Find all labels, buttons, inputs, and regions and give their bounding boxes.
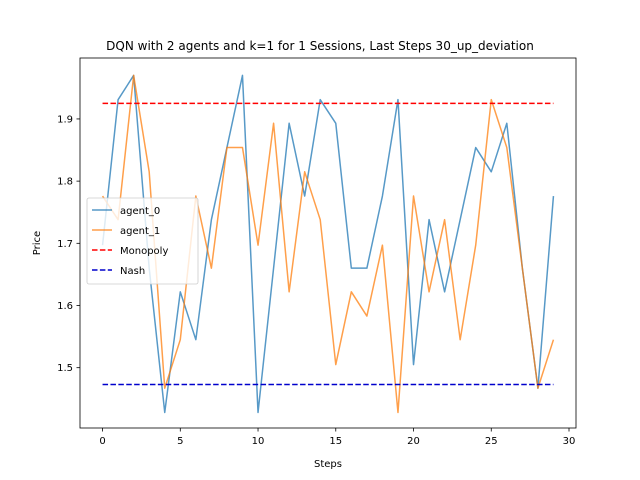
x-tick-label: 0 <box>99 436 105 447</box>
y-axis: 1.5 1.6 1.7 1.8 1.9 <box>57 114 80 374</box>
x-tick-label: 5 <box>177 436 183 447</box>
series-line-agent-1 <box>101 74 555 414</box>
x-tick-label: 20 <box>407 436 420 447</box>
series-line-agent-0 <box>101 74 555 414</box>
y-tick-label: 1.5 <box>57 363 73 374</box>
legend-label-nash: Nash <box>120 266 145 277</box>
x-axis-label: Steps <box>314 459 342 470</box>
legend-label-agent-0: agent_0 <box>120 206 160 217</box>
y-tick-label: 1.6 <box>57 301 73 312</box>
legend-label-agent-1: agent_1 <box>120 226 160 237</box>
x-tick-label: 25 <box>485 436 498 447</box>
legend-box <box>86 197 199 285</box>
x-tick-label: 10 <box>252 436 265 447</box>
x-tick-label: 15 <box>329 436 342 447</box>
series-layer <box>101 74 555 414</box>
y-tick-label: 1.9 <box>57 114 73 125</box>
y-axis-label: Price <box>32 231 43 255</box>
x-tick-label: 30 <box>563 436 576 447</box>
legend: agent_0 agent_1 Monopoly Nash <box>86 197 199 285</box>
y-tick-label: 1.7 <box>57 239 73 250</box>
y-tick-label: 1.8 <box>57 177 73 188</box>
legend-label-monopoly: Monopoly <box>120 246 168 257</box>
chart-title: DQN with 2 agents and k=1 for 1 Sessions… <box>106 39 534 53</box>
x-axis: 0 5 10 15 20 25 30 <box>99 428 575 447</box>
